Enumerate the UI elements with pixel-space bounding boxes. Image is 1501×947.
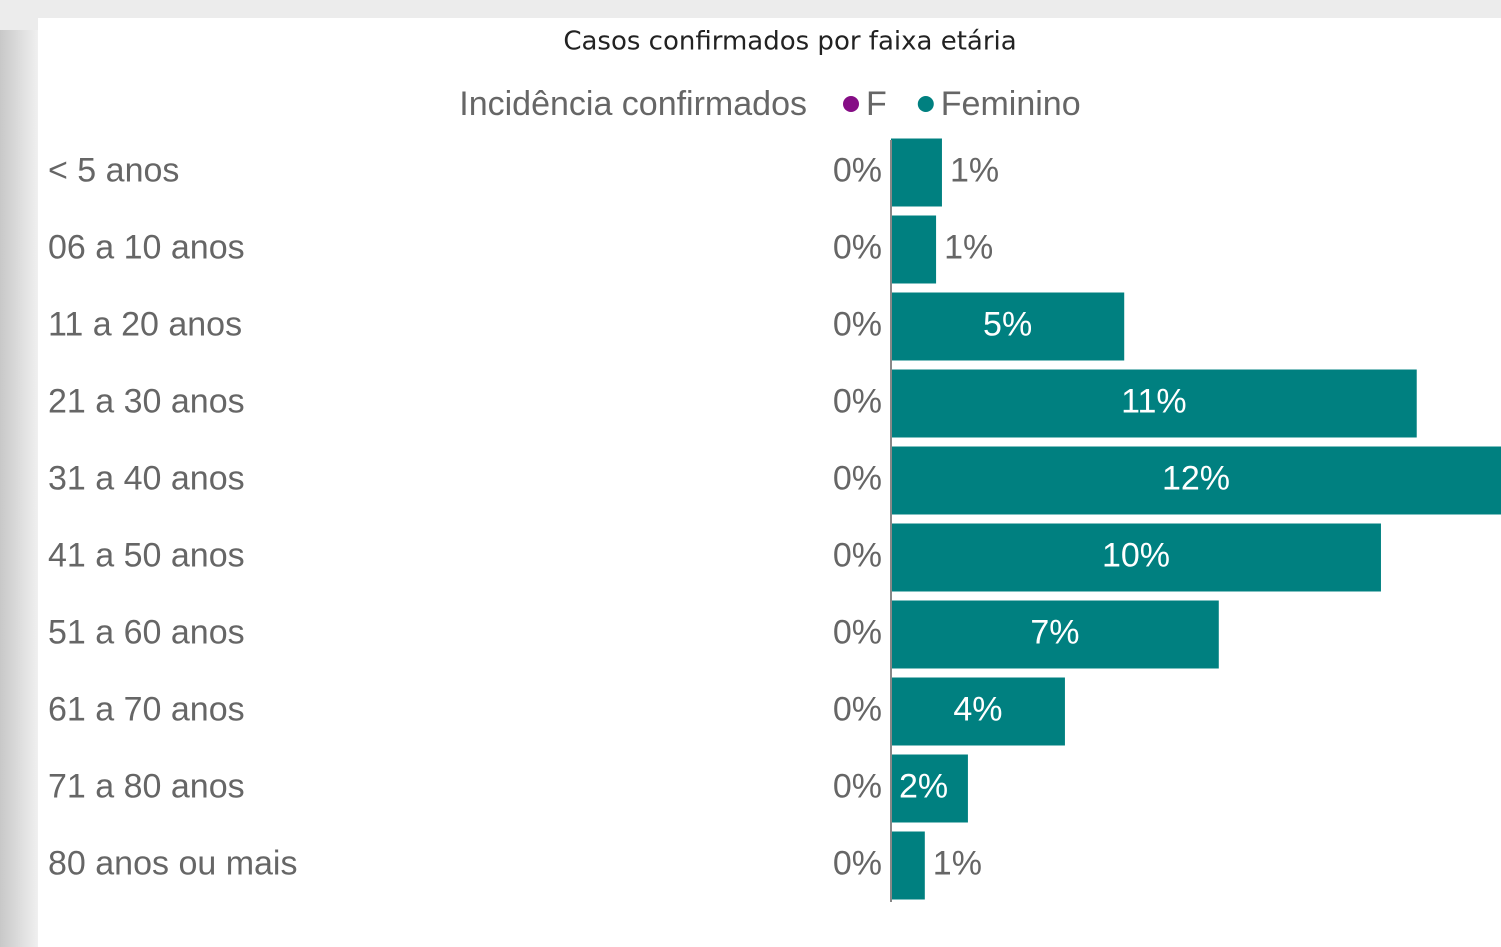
category-label: 21 a 30 anos — [48, 382, 245, 420]
bar — [891, 831, 925, 900]
category-label: 31 a 40 anos — [48, 459, 245, 497]
bar — [891, 446, 1501, 515]
legend-marker — [917, 96, 934, 112]
data-label: 4% — [953, 690, 1002, 728]
data-label: 0% — [833, 844, 882, 882]
category-label: 80 anos ou mais — [48, 844, 298, 882]
data-label: 7% — [1030, 613, 1079, 651]
data-label: 0% — [833, 151, 882, 189]
bar — [891, 754, 968, 823]
data-label: 12% — [1162, 459, 1230, 497]
legend-marker — [843, 96, 859, 112]
bar — [891, 523, 1381, 592]
shadow — [0, 30, 38, 947]
legend-label: Feminino — [941, 85, 1081, 123]
data-label: 2% — [899, 767, 948, 805]
data-label: 1% — [950, 151, 999, 189]
data-label: 0% — [833, 305, 882, 343]
bar — [891, 677, 1065, 746]
chart-title: Casos confirmados por faixa etária — [563, 27, 1016, 57]
bar — [891, 600, 1219, 669]
data-label: 10% — [1102, 536, 1170, 574]
category-label: 06 a 10 anos — [48, 228, 245, 266]
category-label: 51 a 60 anos — [48, 613, 245, 651]
data-label: 1% — [944, 228, 993, 266]
data-label: 0% — [833, 382, 882, 420]
data-label: 0% — [833, 459, 882, 497]
data-label: 1% — [933, 844, 982, 882]
legend-label: F — [866, 85, 887, 123]
data-label: 0% — [833, 690, 882, 728]
data-label: 0% — [833, 613, 882, 651]
bar — [891, 138, 942, 207]
data-label: 0% — [833, 228, 882, 266]
data-label: 11% — [1121, 382, 1187, 420]
category-label: 41 a 50 anos — [48, 536, 245, 574]
category-label: 61 a 70 anos — [48, 690, 245, 728]
data-label: 0% — [833, 767, 882, 805]
bar — [891, 292, 1125, 361]
data-label: 5% — [983, 305, 1032, 343]
bar — [891, 215, 937, 284]
legend-title: Incidência confirmados — [459, 85, 807, 123]
category-label: 71 a 80 anos — [48, 767, 245, 805]
category-label: 11 a 20 anos — [48, 305, 242, 343]
data-label: 0% — [833, 536, 882, 574]
bar — [891, 369, 1417, 438]
category-label: < 5 anos — [48, 151, 179, 189]
